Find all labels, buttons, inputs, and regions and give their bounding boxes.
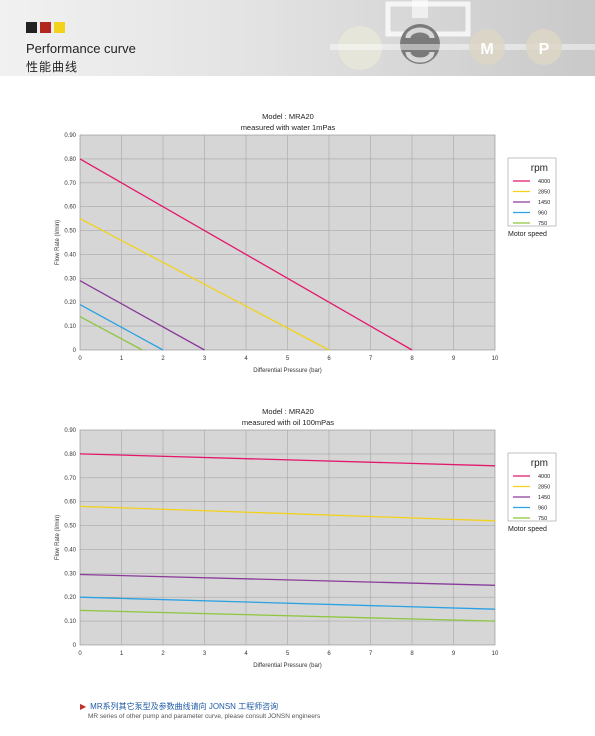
page-header: Performance curve 性能曲线 M P: [0, 0, 595, 76]
color-square-red: [40, 22, 51, 33]
x-tick-label: 8: [410, 651, 414, 657]
footer-cn: ▶ MR系列其它泵型及参数曲线请向 JONSN 工程师咨询: [80, 701, 278, 712]
legend-label: 1450: [538, 495, 550, 501]
series-line-4000: [79, 158, 413, 351]
x-tick-label: 3: [203, 651, 207, 657]
y-tick-label: 0.70: [64, 181, 76, 187]
legend-label: 4000: [538, 474, 550, 480]
series-line-960: [79, 304, 164, 351]
y-tick-label: 0.10: [64, 324, 76, 330]
x-tick-label: 9: [452, 651, 456, 657]
y-tick-label: 0.30: [64, 276, 76, 282]
header-decoration: [330, 0, 595, 70]
x-axis-label: Differential Pressure (bar): [253, 368, 322, 374]
legend-note: Motor speed: [508, 231, 547, 238]
footer-en: MR series of other pump and parameter cu…: [88, 713, 321, 720]
chart-water: Model : MRA20 measured with water 1mPas 0 1…: [55, 112, 557, 374]
footer-cn-text: MR系列其它泵型及参数曲线请向 JONSN 工程师咨询: [90, 702, 279, 711]
y-tick-label: 0.50: [64, 229, 76, 235]
chart-subtitle: measured with water 1mPas: [241, 123, 336, 132]
x-tick-label: 1: [120, 651, 124, 657]
chart-subtitle: measured with oil 100mPas: [242, 418, 334, 427]
legend-label: 4000: [538, 179, 550, 185]
x-tick-label: 0: [78, 356, 82, 362]
legend-title: rpm: [531, 458, 548, 469]
x-tick-label: 2: [161, 356, 165, 362]
color-square-black: [26, 22, 37, 33]
y-tick-label: 0.90: [64, 133, 76, 139]
y-tick-label: 0.30: [64, 571, 76, 577]
legend-label: 750: [538, 221, 547, 227]
x-tick-label: 5: [286, 651, 290, 657]
y-tick-label: 0.10: [64, 619, 76, 625]
y-tick-label: 0.20: [64, 595, 76, 601]
series-line-750: [79, 609, 496, 622]
x-tick-label: 0: [78, 651, 82, 657]
y-tick-label: 0: [73, 348, 77, 354]
legend-label: 2850: [538, 190, 550, 196]
legend-label: 750: [538, 516, 547, 522]
y-tick-label: 0.90: [64, 428, 76, 434]
x-tick-label: 7: [369, 651, 373, 657]
y-tick-label: 0.40: [64, 547, 76, 553]
x-tick-label: 10: [492, 651, 499, 657]
x-tick-label: 6: [327, 356, 331, 362]
y-tick-label: 0.50: [64, 524, 76, 530]
chart-oil: Model : MRA20 measured with oil 100mPas 0 1…: [55, 407, 557, 669]
page-title: Performance curve: [26, 41, 136, 56]
legend-title: rpm: [531, 163, 548, 174]
series-line-4000: [79, 453, 496, 467]
chart-title: Model : MRA20: [262, 112, 314, 121]
series-line-960: [79, 596, 496, 610]
badge-m: M: [480, 41, 493, 58]
header-badges: M P: [480, 41, 550, 58]
legend-note: Motor speed: [508, 526, 547, 533]
series-line-1450: [79, 573, 496, 586]
y-tick-label: 0.80: [64, 157, 76, 163]
legend-label: 1450: [538, 200, 550, 206]
triangle-icon: ▶: [80, 702, 87, 711]
badge-p: P: [539, 41, 550, 58]
legend-label: 960: [538, 211, 547, 217]
x-tick-label: 2: [161, 651, 165, 657]
legend-label: 960: [538, 506, 547, 512]
y-axis-label: Flow Rate (l/min): [55, 515, 61, 560]
y-tick-label: 0.80: [64, 452, 76, 458]
series-line-750: [79, 316, 143, 351]
chart-title: Model : MRA20: [262, 407, 314, 416]
y-tick-label: 0.40: [64, 252, 76, 258]
y-axis-label: Flow Rate (l/min): [55, 220, 61, 265]
series-line-2850: [79, 505, 496, 522]
x-tick-label: 5: [286, 356, 290, 362]
x-tick-label: 4: [244, 356, 248, 362]
x-axis-label: Differential Pressure (bar): [253, 663, 322, 669]
y-tick-label: 0.60: [64, 500, 76, 506]
legend-label: 2850: [538, 485, 550, 491]
color-square-yellow: [54, 22, 65, 33]
x-tick-label: 10: [492, 356, 499, 362]
series-line-1450: [79, 280, 205, 351]
x-tick-label: 9: [452, 356, 456, 362]
y-tick-label: 0.20: [64, 300, 76, 306]
page-subtitle: 性能曲线: [26, 60, 79, 74]
x-tick-label: 1: [120, 356, 124, 362]
y-tick-label: 0.70: [64, 476, 76, 482]
y-tick-label: 0.60: [64, 205, 76, 211]
x-tick-label: 3: [203, 356, 207, 362]
series-line-2850: [79, 218, 330, 351]
y-tick-label: 0: [73, 643, 77, 649]
x-tick-label: 7: [369, 356, 373, 362]
x-tick-label: 6: [327, 651, 331, 657]
x-tick-label: 4: [244, 651, 248, 657]
x-tick-label: 8: [410, 356, 414, 362]
